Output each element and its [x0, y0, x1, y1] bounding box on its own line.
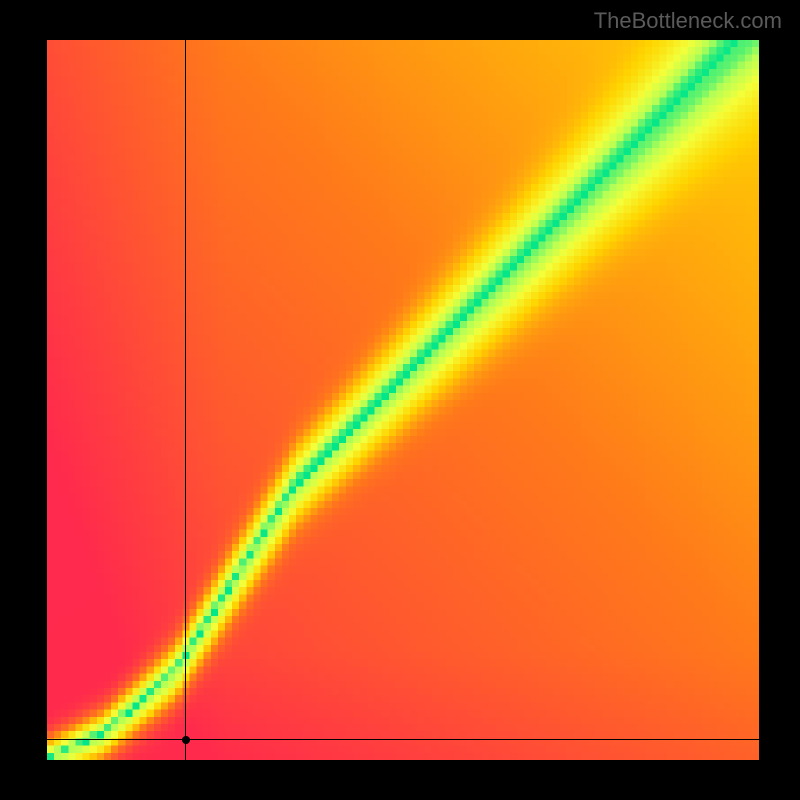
crosshair-horizontal: [47, 739, 759, 740]
bottleneck-heatmap: [47, 40, 759, 760]
crosshair-vertical: [185, 40, 186, 760]
crosshair-marker-dot: [182, 736, 190, 744]
watermark-text: TheBottleneck.com: [594, 8, 782, 34]
